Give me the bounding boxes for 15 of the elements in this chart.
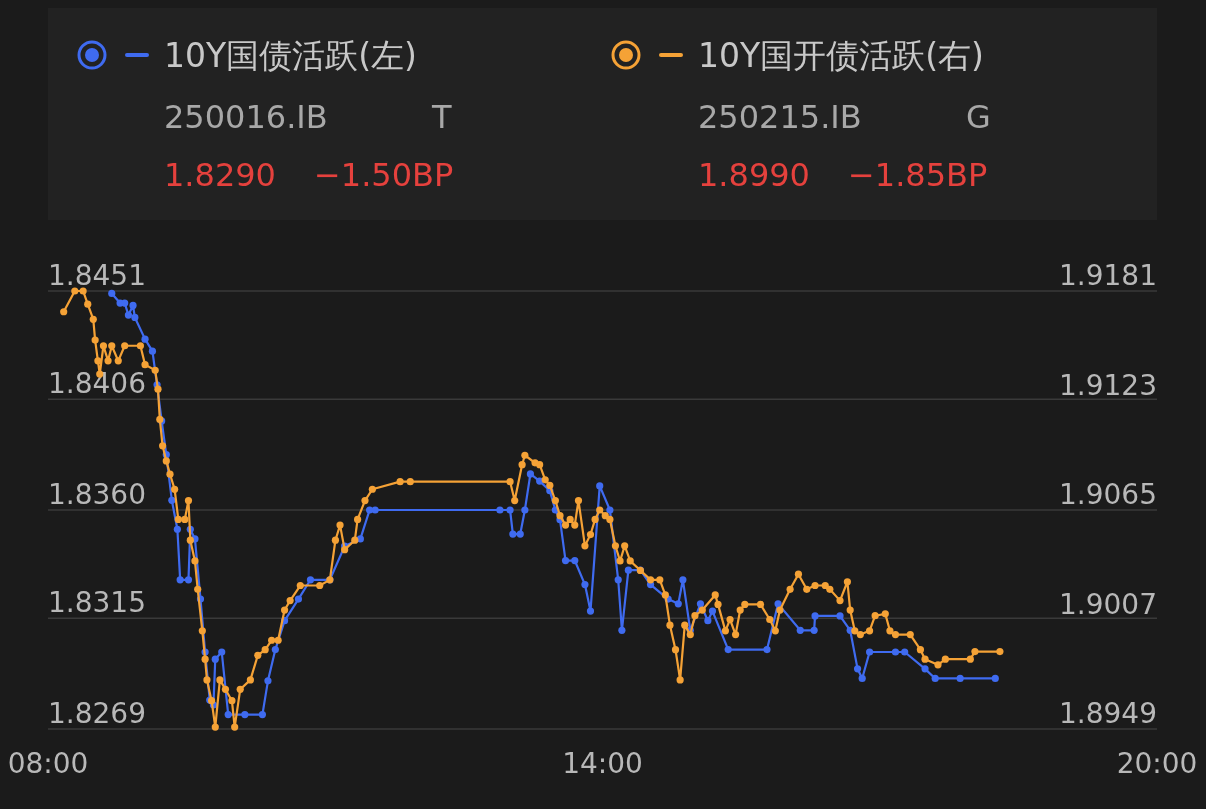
y2-tick-label: 1.9065 [1059,478,1157,511]
y-tick-label: 1.8360 [48,478,146,511]
y-tick-label: 1.8315 [48,586,146,620]
y2-tick-label: 1.9007 [1059,587,1157,621]
legend-label: 10Y国开债活跃(右) [698,36,984,75]
legend-label: 10Y国债活跃(左) [164,36,417,75]
y-tick-label: 1.8451 [48,259,146,292]
x-tick-label: 20:00 [1116,747,1198,780]
y-tick-label: 1.8406 [48,367,146,401]
x-tick-label: 08:00 [7,747,89,780]
y2-tick-label: 1.8949 [1059,697,1157,730]
y2-tick-label: 1.9181 [1059,259,1157,292]
x-tick-label: 14:00 [562,747,643,780]
y2-tick-label: 1.9123 [1059,368,1157,402]
y-tick-label: 1.8269 [48,697,146,730]
